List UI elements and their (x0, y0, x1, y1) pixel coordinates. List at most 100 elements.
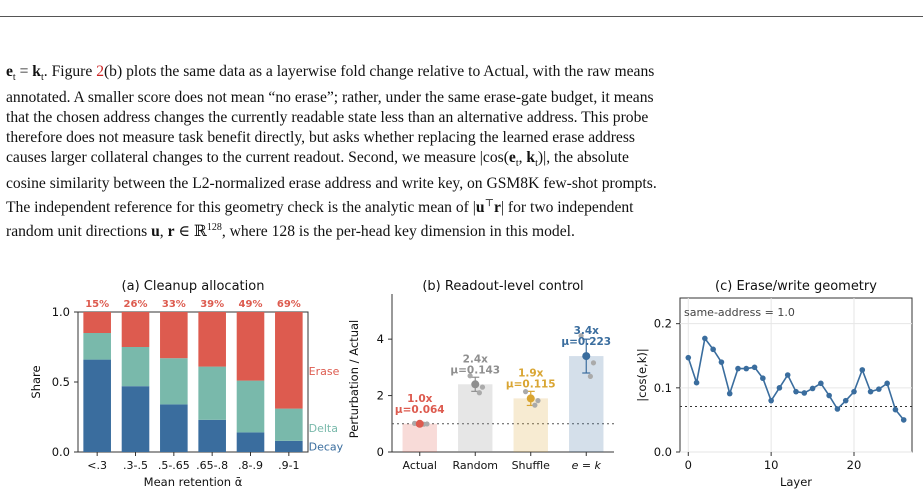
data-point (876, 386, 882, 392)
chart-erase-write-geometry: (c) Erase/write geometry 0.0 0.1 0.2 0 10 20 sa… (635, 279, 913, 489)
paragraph-line-7: The independent reference for this geome… (6, 198, 634, 217)
mean-label: μ=0.115 (506, 378, 556, 390)
bar-decay (83, 359, 111, 452)
mean-label: μ=0.143 (450, 364, 500, 376)
mean-point (415, 419, 424, 428)
bar-delta (121, 347, 150, 387)
data-point (760, 375, 766, 382)
sample-point (467, 373, 473, 379)
bar-top-label: 15% (85, 299, 109, 310)
x-tick-label: 0 (685, 458, 692, 472)
paragraph-line-1: et = kt. Figure 2(b) plots the same data… (6, 63, 655, 84)
bar-delta (236, 380, 265, 433)
bar (402, 423, 437, 452)
y-tick-label: 4 (377, 332, 384, 346)
bar-erase (198, 312, 226, 367)
x-tick-label: Random (452, 459, 498, 472)
data-point (859, 367, 866, 373)
y-tick-label: 0.1 (654, 381, 672, 395)
sample-point (578, 333, 584, 339)
x-tick-label: 10 (764, 458, 779, 472)
bar-delta (83, 333, 111, 360)
x-tick-label: Shuffle (512, 459, 551, 472)
mean-point (582, 352, 591, 361)
mean-point (471, 380, 480, 389)
mean-label: μ=0.223 (561, 336, 611, 348)
y-tick-label: 0 (377, 445, 384, 459)
x-tick-label: .9-1 (278, 459, 299, 472)
fold-label: 1.0x (407, 393, 433, 405)
bar-delta (198, 366, 226, 420)
data-point (718, 359, 725, 365)
y-tick-label: 2 (377, 389, 384, 403)
sample-point (532, 402, 538, 408)
y-axis-label: Perturbation / Actual (347, 320, 361, 438)
legend-delta: Delta (309, 422, 338, 435)
bar-erase (236, 312, 265, 381)
paragraph-line-2: annotated. A smaller score does not mean… (6, 89, 654, 107)
body-paragraph: et = kt. Figure 2(b) plots the same data… (6, 62, 918, 243)
chart-title: (c) Erase/write geometry (715, 279, 877, 294)
data-point (809, 385, 816, 392)
plot-frame (679, 297, 913, 453)
sample-point (522, 389, 529, 395)
data-point (793, 388, 799, 395)
bar-erase (121, 312, 150, 347)
plot-frame (77, 311, 309, 453)
data-point (768, 397, 774, 404)
x-axis-label: Mean retention ᾱ (144, 475, 243, 489)
y-tick-label: 0.5 (52, 375, 70, 389)
mean-label: μ=0.064 (395, 404, 445, 416)
sample-point (535, 398, 541, 404)
bar-erase (160, 312, 188, 359)
bar-delta (160, 358, 188, 405)
y-tick-label: 1.0 (52, 305, 70, 319)
data-point (685, 354, 692, 361)
data-point (884, 380, 890, 387)
top-rule (0, 16, 923, 17)
x-tick-label: .5-.65 (158, 459, 190, 472)
legend-decay: Decay (309, 440, 344, 453)
y-axis-label: |cos(e,k)| (635, 348, 649, 401)
bar-decay (160, 404, 188, 452)
mean-point (526, 394, 535, 403)
bar-erase (275, 312, 303, 409)
bar-top-label: 49% (239, 299, 263, 310)
bar-decay (121, 386, 150, 452)
data-point (751, 364, 758, 371)
bar-top-label: 26% (124, 299, 148, 310)
annotation: same-address = 1.0 (684, 306, 795, 319)
sample-point (587, 373, 593, 379)
x-tick-label: 20 (847, 458, 862, 472)
data-point (842, 397, 849, 404)
data-point (867, 388, 874, 395)
data-point (735, 365, 741, 372)
data-point (826, 392, 832, 399)
data-point (900, 417, 907, 423)
data-point (702, 335, 708, 342)
x-tick-label: <.3 (87, 459, 107, 472)
chart-title: (a) Cleanup allocation (122, 279, 265, 294)
data-point (710, 346, 716, 353)
chart-title: (b) Readout-level control (422, 279, 583, 294)
paragraph-line-6: cosine similarity between the L2-normali… (6, 175, 657, 193)
bar-top-label: 33% (162, 299, 186, 310)
data-point (851, 388, 857, 395)
fold-label: 3.4x (574, 325, 600, 337)
data-point (818, 380, 824, 387)
bar (458, 384, 493, 452)
sample-point (476, 390, 482, 396)
data-point (784, 372, 791, 378)
legend-erase: Erase (309, 365, 340, 378)
x-tick-label: .65-.8 (196, 459, 228, 472)
bar-decay (198, 419, 226, 452)
x-tick-label: .3-.5 (123, 459, 148, 472)
data-point (776, 385, 783, 391)
y-axis-label: Share (29, 365, 43, 398)
sample-point (590, 360, 597, 366)
y-tick-label: 0.0 (52, 445, 70, 459)
data-point (801, 390, 808, 396)
x-tick-label: Actual (403, 459, 437, 472)
data-point (892, 406, 899, 413)
paragraph-line-5: causes larger collateral changes to the … (6, 149, 629, 170)
